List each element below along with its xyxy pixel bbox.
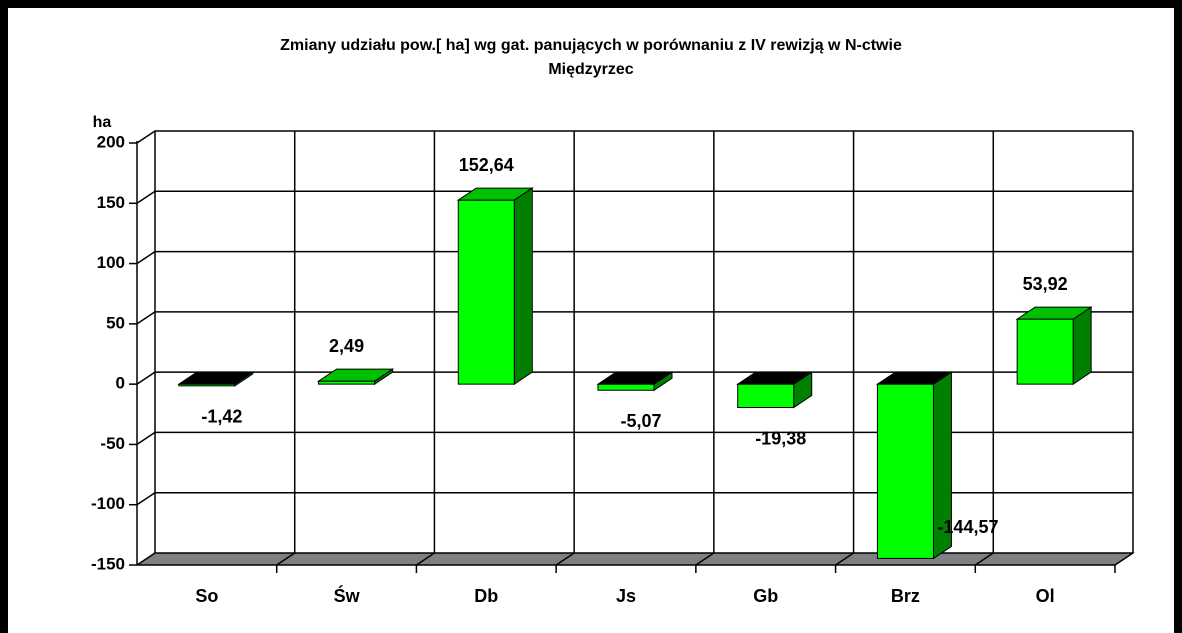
bar bbox=[737, 383, 795, 409]
x-tick-label: Brz bbox=[891, 586, 920, 606]
value-label: -1,42 bbox=[201, 407, 242, 427]
value-label: -144,57 bbox=[937, 517, 998, 537]
bar-top bbox=[736, 371, 814, 385]
value-label: -5,07 bbox=[620, 411, 661, 431]
bar-top bbox=[316, 368, 395, 382]
y-tick-label: -50 bbox=[100, 434, 125, 453]
grid-line bbox=[136, 250, 1133, 265]
v-grid-line bbox=[695, 131, 715, 573]
bar bbox=[1016, 318, 1074, 385]
value-label: -19,38 bbox=[755, 428, 806, 448]
y-axis-title: ha bbox=[93, 114, 112, 131]
bar-side bbox=[1072, 306, 1092, 386]
v-grid-line bbox=[275, 131, 296, 573]
chart-subtitle: Międzyrzec bbox=[548, 61, 633, 78]
grid-line bbox=[136, 491, 1133, 506]
bar-top bbox=[596, 371, 674, 385]
y-tick-label: 50 bbox=[106, 313, 125, 332]
y-tick-label: -150 bbox=[91, 554, 125, 573]
chart-title: Zmiany udziału pow.[ ha] wg gat. panując… bbox=[280, 37, 902, 54]
v-grid-line bbox=[974, 131, 995, 573]
y-tick-label: -100 bbox=[91, 494, 125, 513]
bar bbox=[597, 383, 655, 391]
y-tick-label: 100 bbox=[97, 253, 125, 272]
v-grid-line bbox=[555, 131, 575, 573]
bar-top bbox=[177, 371, 255, 385]
grid-line bbox=[136, 190, 1133, 204]
grid-line bbox=[136, 431, 1133, 446]
x-tick-label: Ol bbox=[1036, 586, 1055, 606]
bar-top bbox=[1015, 306, 1093, 320]
x-tick-label: Js bbox=[616, 586, 636, 606]
bar-side bbox=[513, 187, 533, 386]
x-tick-label: So bbox=[195, 586, 218, 606]
bar-top bbox=[875, 371, 954, 385]
value-label: 2,49 bbox=[329, 336, 364, 356]
x-tick-label: Db bbox=[474, 586, 498, 606]
value-label: 152,64 bbox=[459, 155, 514, 175]
bar bbox=[457, 199, 515, 385]
value-label: 53,92 bbox=[1023, 274, 1068, 294]
grid-line bbox=[136, 130, 1133, 144]
v-grid-line bbox=[1114, 131, 1134, 573]
y-tick-label: 150 bbox=[97, 193, 125, 212]
v-grid-line bbox=[415, 131, 436, 573]
grid-line bbox=[136, 552, 1133, 566]
bar-top bbox=[456, 187, 534, 201]
v-grid-line bbox=[834, 131, 855, 573]
x-tick-label: Gb bbox=[753, 586, 778, 606]
y-tick-label: 0 bbox=[116, 374, 125, 393]
x-tick-label: Św bbox=[334, 585, 361, 606]
y-tick-label: 200 bbox=[97, 132, 125, 151]
bar bbox=[876, 383, 934, 559]
grid-line bbox=[136, 311, 1133, 325]
